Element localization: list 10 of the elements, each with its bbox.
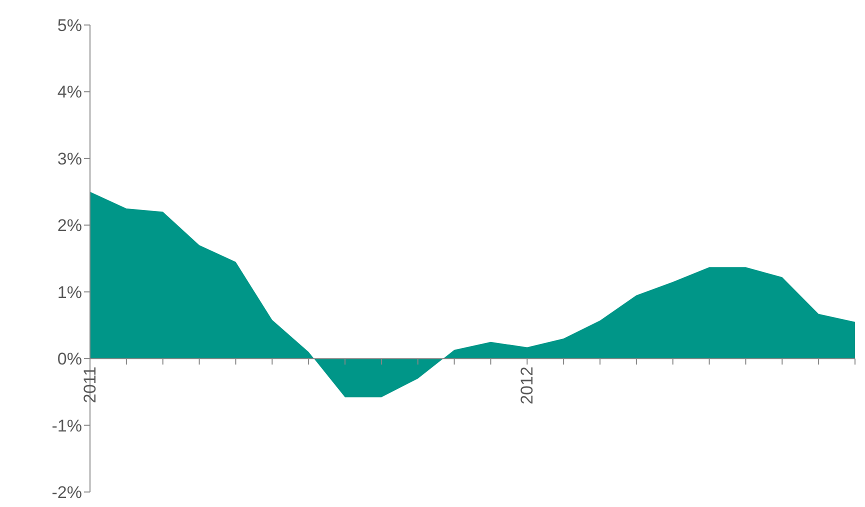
y-tick-label: 4% — [57, 82, 82, 102]
y-tick-label: 1% — [57, 282, 82, 302]
y-tick-label: -2% — [52, 483, 82, 502]
y-tick-label: 5% — [57, 16, 82, 36]
x-tick-label: 2012 — [518, 366, 537, 404]
x-tick-label: 2011 — [80, 366, 100, 404]
y-tick-label: -1% — [52, 416, 82, 436]
y-tick-label: 0% — [57, 350, 82, 369]
y-tick-label: 2% — [57, 216, 82, 236]
y-tick-label: 3% — [57, 149, 82, 168]
